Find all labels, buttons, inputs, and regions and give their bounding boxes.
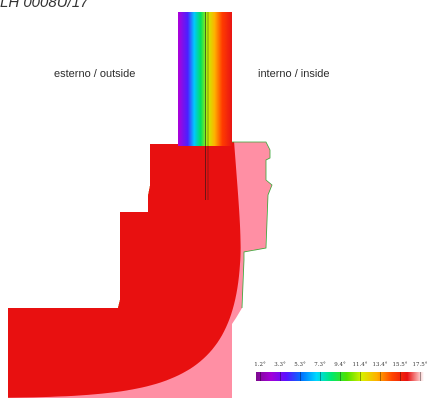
scale-tick-label: 17.5° (412, 362, 428, 368)
scale-tick-mark (340, 372, 341, 381)
scale-tick-label: 9.4° (334, 362, 346, 368)
scale-ticks: 1.2° 3.3° 5.3° 7.3° 9.4° 11.4° 13.4° 15.5° 17.5° (254, 362, 439, 372)
scale-tick-label: 15.5° (392, 362, 408, 368)
scale-tick-label: 11.4° (352, 362, 368, 368)
scale-tick-label: 5.3° (294, 362, 306, 368)
scale-tick-mark (300, 372, 301, 381)
scale-color-bar (256, 372, 424, 381)
scale-tick-mark (320, 372, 321, 381)
scale-tick-label: 7.3° (314, 362, 326, 368)
inside-label: interno / inside (258, 68, 330, 80)
scale-tick-mark (420, 372, 421, 381)
scale-tick-mark (360, 372, 361, 381)
scale-tick-label: 1.2° (254, 362, 266, 368)
outside-label: esterno / outside (54, 68, 136, 80)
temperature-scale: 1.2° 3.3° 5.3° 7.3° 9.4° 11.4° 13.4° 15.5° 17.5° (254, 362, 439, 392)
scale-tick-mark (400, 372, 401, 381)
drawing-code: LH 0008U/17 (0, 0, 89, 11)
scale-tick-label: 3.3° (274, 362, 286, 368)
scale-tick-mark (380, 372, 381, 381)
scale-tick-mark (280, 372, 281, 381)
scale-tick-label: 13.4° (372, 362, 388, 368)
scale-tick-mark (260, 372, 261, 381)
